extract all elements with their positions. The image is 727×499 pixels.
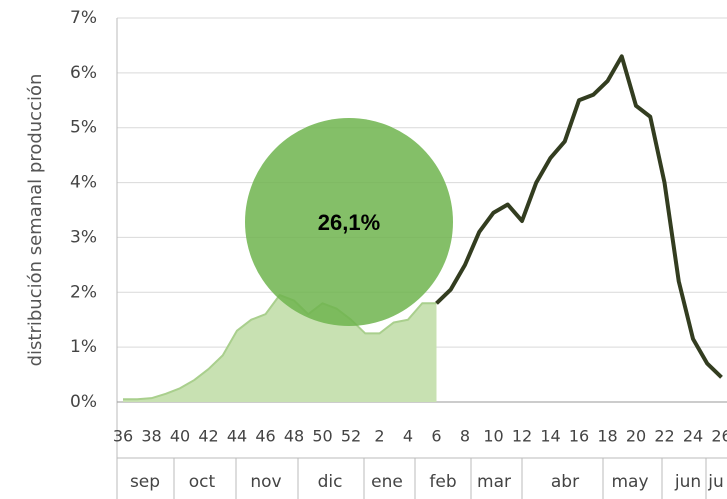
y-tick-label: 6% (70, 63, 97, 83)
x-tick-label: 40 (170, 427, 190, 446)
month-label: dic (318, 472, 343, 492)
x-tick-label: 20 (626, 427, 646, 446)
x-tick-label: 8 (460, 427, 470, 446)
x-tick-label: 26 (711, 427, 727, 446)
month-label: sep (130, 472, 160, 492)
month-label: mar (477, 472, 511, 492)
month-label: ju (707, 472, 724, 492)
x-tick-label: 2 (374, 427, 384, 446)
x-tick-label: 52 (341, 427, 361, 446)
month-label: ene (371, 472, 403, 492)
x-tick-label: 50 (312, 427, 332, 446)
y-tick-label: 7% (70, 8, 97, 28)
month-label: nov (250, 472, 281, 492)
x-tick-label: 6 (431, 427, 441, 446)
annotation: 26,1% (318, 210, 380, 235)
annotation-circle (245, 118, 453, 326)
y-tick-label: 3% (70, 227, 97, 247)
x-tick-label: 16 (569, 427, 589, 446)
x-tick-label: 18 (597, 427, 617, 446)
month-label: oct (189, 472, 216, 492)
month-label: jun (674, 472, 701, 492)
x-tick-label: 46 (255, 427, 275, 446)
y-tick-label: 2% (70, 282, 97, 302)
x-tick-label: 24 (683, 427, 703, 446)
line (435, 54, 723, 379)
x-tick-label: 44 (227, 427, 247, 446)
y-tick-label: 4% (70, 173, 97, 193)
x-tick-label: 10 (483, 427, 503, 446)
x-tick-label: 36 (113, 427, 133, 446)
x-tick-label: 38 (141, 427, 161, 446)
y-tick-label: 0% (70, 392, 97, 412)
x-tick-label: 12 (512, 427, 532, 446)
x-tick-label: 48 (284, 427, 304, 446)
x-tick-label: 14 (540, 427, 560, 446)
x-tick-label: 42 (198, 427, 218, 446)
y-axis-label: distribución semanal producción (25, 74, 46, 367)
y-tick-label: 5% (70, 118, 97, 138)
month-label: may (611, 472, 648, 492)
x-tick-label: 22 (654, 427, 674, 446)
y-tick-label: 1% (70, 337, 97, 357)
month-label: abr (551, 472, 579, 492)
month-label: feb (429, 472, 456, 492)
x-tick-label: 4 (403, 427, 413, 446)
